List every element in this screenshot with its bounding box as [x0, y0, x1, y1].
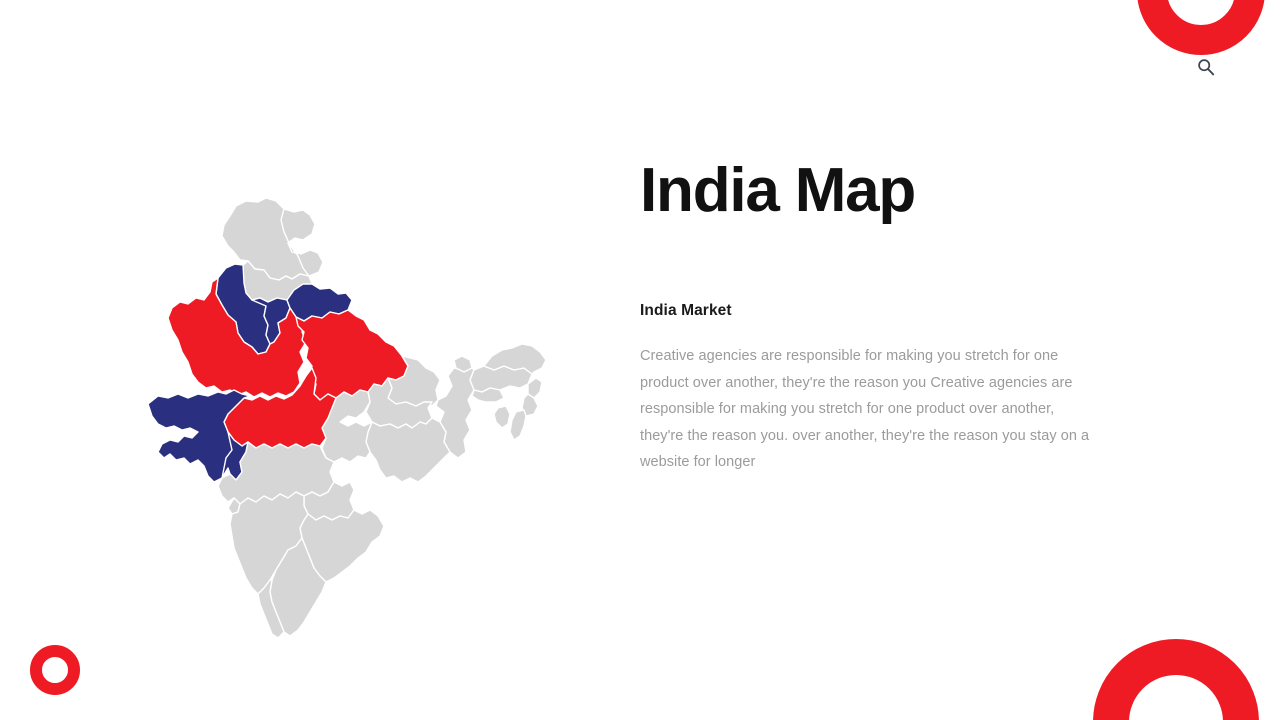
map-region-meghalaya[interactable]: [471, 387, 505, 403]
ring-outline-bottom-right: [1093, 639, 1259, 720]
map-region-gujarat[interactable]: [147, 389, 251, 483]
map-region-ladakh[interactable]: [280, 208, 324, 277]
ring-outline-bottom-left: [30, 645, 80, 695]
map-region-mizoram[interactable]: [509, 409, 527, 441]
map-region-sikkim[interactable]: [453, 355, 473, 373]
map-region-kerala[interactable]: [257, 579, 285, 639]
map-region-manipur[interactable]: [521, 393, 539, 417]
map-region-tripura[interactable]: [493, 405, 511, 429]
map-region-rajasthan[interactable]: [167, 277, 307, 398]
india-map[interactable]: [140, 190, 560, 640]
map-region-odisha[interactable]: [365, 417, 451, 483]
body-paragraph: Creative agencies are responsible for ma…: [640, 348, 1090, 470]
map-region-arunachal-pradesh[interactable]: [483, 343, 547, 375]
ring-outline-top-right: [1137, 0, 1265, 55]
search-icon[interactable]: [1196, 57, 1216, 77]
map-region-assam[interactable]: [469, 365, 533, 393]
text-column: India Map India Market Creative agencies…: [640, 156, 1110, 471]
map-region-chhattisgarh[interactable]: [321, 389, 373, 463]
section-subheading: India Market: [640, 302, 732, 319]
page-title: India Map: [640, 156, 916, 225]
